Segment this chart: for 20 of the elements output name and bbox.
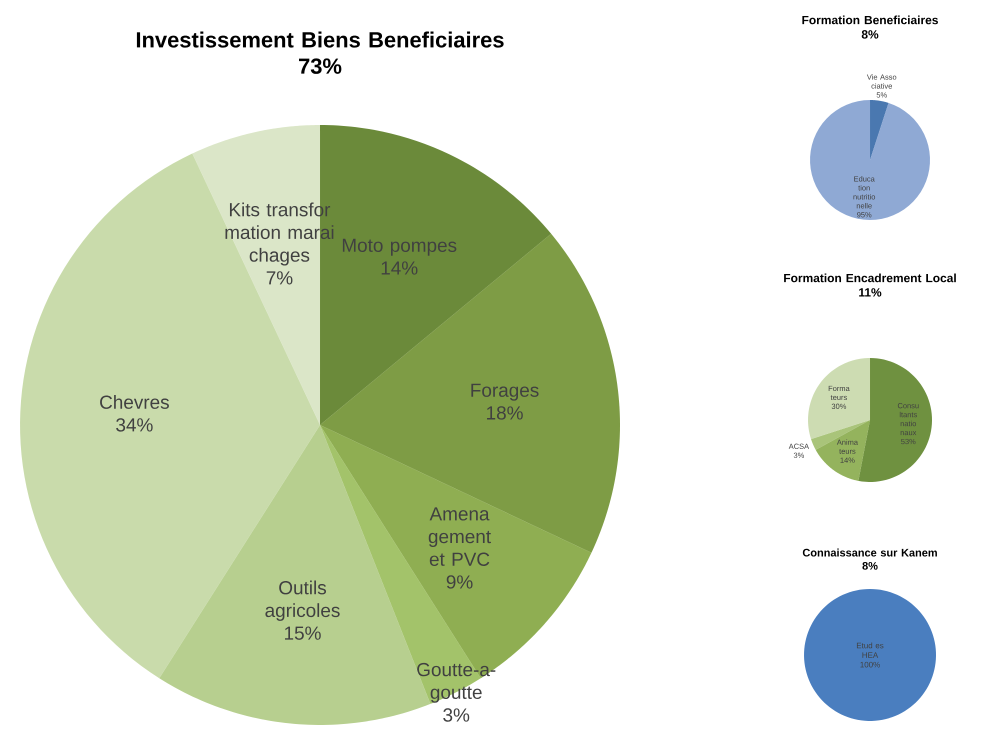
- data-label: 9%: [446, 575, 473, 589]
- data-label: 14%: [382, 261, 418, 275]
- data-label: 7%: [266, 271, 292, 284]
- slice-label: Amena gement et PVC: [428, 507, 491, 566]
- slice-label: Moto pompes: [342, 238, 456, 256]
- chart-title: Formation Encadrement Local: [784, 274, 956, 282]
- chart-title: Investissement Biens Beneficiaires: [136, 31, 504, 48]
- data-label: 3%: [443, 708, 470, 722]
- data-label: 15%: [285, 626, 321, 640]
- data-label: 18%: [487, 406, 523, 420]
- data-label: 34%: [116, 418, 153, 432]
- chart-subtitle: 73%: [299, 58, 342, 74]
- slice-label: Chevres: [100, 394, 169, 409]
- slice-label: Forages: [471, 384, 539, 401]
- chart-title: Formation Beneficiaires: [802, 16, 938, 24]
- chart-subtitle: 8%: [862, 562, 878, 570]
- chart-subtitle: 11%: [859, 288, 882, 297]
- chart-title: Connaissance sur Kanem: [802, 548, 937, 557]
- chart-subtitle: 8%: [862, 30, 878, 39]
- slice-label: Outils agricoles: [265, 580, 340, 621]
